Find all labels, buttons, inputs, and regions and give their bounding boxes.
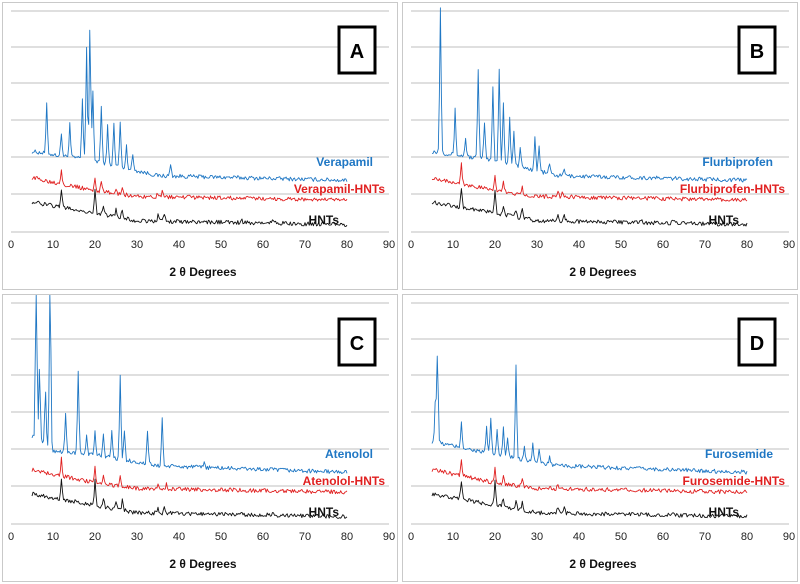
panel-letter-box: [337, 317, 377, 367]
x-tick-label: 40: [573, 239, 585, 251]
x-tick-label: 50: [215, 239, 227, 251]
x-tick-label: 20: [489, 531, 501, 543]
x-tick-label: 50: [215, 531, 227, 543]
panel-letter: D: [750, 333, 764, 355]
x-tick-label: 0: [408, 239, 414, 251]
x-tick-label: 30: [531, 239, 543, 251]
series-label: Furosemide-HNTs: [683, 474, 786, 488]
panel-letter: C: [350, 333, 364, 355]
series-line-furosemide-hnts: [431, 459, 748, 495]
x-tick-label: 80: [741, 531, 753, 543]
x-tick-label: 70: [299, 239, 311, 251]
x-tick-label: 30: [131, 531, 143, 543]
series-label: HNTs: [709, 505, 740, 519]
x-tick-label: 60: [657, 531, 669, 543]
series-label: Flurbiprofen: [702, 155, 773, 169]
series-label: Atenolol: [325, 447, 373, 461]
x-tick-label: 0: [408, 531, 414, 543]
chart-panel-a: 0 10 20 30 40 50 60 70 80 90 2 θ Degrees Verapamil V…: [2, 2, 398, 290]
x-tick-label: 10: [47, 239, 59, 251]
series-line-hnts: [31, 188, 348, 227]
x-axis-title: 2 θ Degrees: [169, 557, 237, 571]
series-line-hnts: [431, 188, 748, 227]
series-label: HNTs: [709, 213, 740, 227]
x-tick-label: 70: [299, 531, 311, 543]
series-line-verapamil: [31, 29, 348, 183]
x-tick-label: 20: [89, 239, 101, 251]
x-tick-label: 80: [341, 531, 353, 543]
chart-panel-b: 0 10 20 30 40 50 60 70 80 90 2 θ Degrees Flurbiprof…: [402, 2, 798, 290]
x-tick-label: 20: [89, 531, 101, 543]
series-line-verapamil-hnts: [31, 169, 348, 202]
series-label: Verapamil-HNTs: [294, 182, 385, 196]
x-tick-label: 40: [173, 239, 185, 251]
panel-letter: B: [750, 41, 764, 63]
x-tick-label: 10: [47, 531, 59, 543]
x-tick-label: 40: [173, 531, 185, 543]
x-axis-title: 2 θ Degrees: [569, 265, 637, 279]
xrd-chart-c: 0 10 20 30 40 50 60 70 80 90 2 θ Degrees Atenolol At…: [8, 295, 395, 571]
x-tick-label: 50: [615, 239, 627, 251]
x-tick-label: 30: [131, 239, 143, 251]
series-label: Furosemide: [705, 447, 773, 461]
chart-panel-c: 0 10 20 30 40 50 60 70 80 90 2 θ Degrees Atenolol At…: [2, 294, 398, 582]
x-tick-label: 40: [573, 531, 585, 543]
x-tick-label: 60: [257, 239, 269, 251]
x-tick-label: 10: [447, 531, 459, 543]
series-line-furosemide: [431, 355, 748, 475]
series-label: Atenolol-HNTs: [303, 474, 386, 488]
x-tick-label: 0: [8, 239, 14, 251]
x-tick-label: 30: [531, 531, 543, 543]
x-tick-label: 70: [699, 531, 711, 543]
series-line-atenolol-hnts: [31, 456, 348, 495]
series-line-flurbiprofen-hnts: [431, 162, 748, 202]
x-tick-label: 10: [447, 239, 459, 251]
x-tick-label: 60: [257, 531, 269, 543]
series-line-flurbiprofen: [431, 7, 748, 183]
panel-letter: A: [350, 41, 364, 63]
panel-letter-box: [337, 25, 377, 75]
x-tick-label: 80: [741, 239, 753, 251]
series-label: HNTs: [309, 213, 340, 227]
x-tick-label: 20: [489, 239, 501, 251]
chart-panel-d: 0 10 20 30 40 50 60 70 80 90 2 θ Degrees Furosemide…: [402, 294, 798, 582]
x-tick-label: 90: [383, 531, 395, 543]
xrd-chart-d: 0 10 20 30 40 50 60 70 80 90 2 θ Degrees Furosemide…: [408, 302, 795, 571]
x-tick-label: 70: [699, 239, 711, 251]
series-label: Verapamil: [316, 155, 373, 169]
x-axis-title: 2 θ Degrees: [569, 557, 637, 571]
x-tick-label: 90: [383, 239, 395, 251]
panel-letter-box: [737, 25, 777, 75]
x-tick-label: 90: [783, 239, 795, 251]
series-line-atenolol: [31, 295, 348, 475]
series-label: Flurbiprofen-HNTs: [680, 182, 785, 196]
x-tick-label: 80: [341, 239, 353, 251]
xrd-chart-a: 0 10 20 30 40 50 60 70 80 90 2 θ Degrees Verapamil V…: [8, 10, 395, 279]
xrd-chart-b: 0 10 20 30 40 50 60 70 80 90 2 θ Degrees Flurbiprof…: [408, 7, 795, 279]
x-axis-title: 2 θ Degrees: [169, 265, 237, 279]
series-line-hnts: [31, 478, 348, 519]
series-label: HNTs: [309, 505, 340, 519]
x-tick-label: 0: [8, 531, 14, 543]
x-tick-label: 60: [657, 239, 669, 251]
x-tick-label: 50: [615, 531, 627, 543]
x-tick-label: 90: [783, 531, 795, 543]
panel-letter-box: [737, 317, 777, 367]
series-line-hnts: [431, 479, 748, 519]
